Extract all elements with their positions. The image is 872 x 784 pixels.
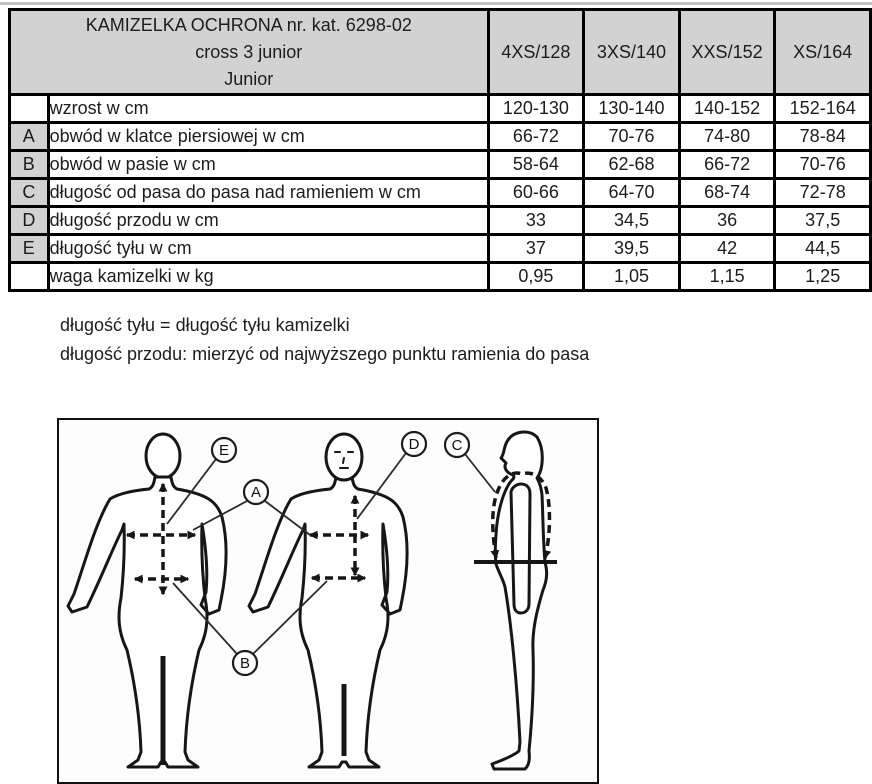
table-title: KAMIZELKA OCHRONA nr. kat. 6298-02 cross… bbox=[8, 8, 490, 96]
table-row: waga kamizelki w kg 0,95 1,05 1,15 1,25 bbox=[8, 261, 872, 292]
size-table: KAMIZELKA OCHRONA nr. kat. 6298-02 cross… bbox=[8, 8, 872, 292]
row-letter: C bbox=[8, 177, 50, 208]
row-label: długość od pasa do pasa nad ramieniem w … bbox=[46, 177, 490, 208]
row-value: 130-140 bbox=[582, 93, 681, 124]
face-features bbox=[334, 451, 354, 469]
size-header-xxs: XXS/152 bbox=[677, 8, 777, 96]
row-value: 68-74 bbox=[677, 177, 777, 208]
table-row: wzrost w cm 120-130 130-140 140-152 152-… bbox=[8, 93, 872, 124]
side-arm bbox=[509, 482, 532, 615]
size-header-3xs: 3XS/140 bbox=[582, 8, 681, 96]
row-letter: D bbox=[8, 205, 50, 236]
row-label: długość tyłu w cm bbox=[46, 233, 490, 264]
row-value: 64-70 bbox=[582, 177, 681, 208]
row-value: 1,25 bbox=[773, 261, 872, 292]
table-row: C długość od pasa do pasa nad ramieniem … bbox=[8, 177, 872, 208]
row-value: 120-130 bbox=[486, 93, 586, 124]
row-value: 152-164 bbox=[773, 93, 872, 124]
row-value: 78-84 bbox=[773, 121, 872, 152]
svg-text:D: D bbox=[409, 436, 420, 453]
row-letter: B bbox=[8, 149, 50, 180]
row-value: 60-66 bbox=[486, 177, 586, 208]
row-value: 1,15 bbox=[677, 261, 777, 292]
row-value: 36 bbox=[677, 205, 777, 236]
row-value: 37,5 bbox=[773, 205, 872, 236]
row-letter bbox=[8, 261, 50, 292]
row-value: 72-78 bbox=[773, 177, 872, 208]
row-value: 62-68 bbox=[582, 149, 681, 180]
row-value: 140-152 bbox=[677, 93, 777, 124]
top-divider-line bbox=[0, 2, 872, 5]
row-letter bbox=[8, 93, 50, 124]
table-row: A obwód w klatce piersiowej w cm 66-72 7… bbox=[8, 121, 872, 152]
size-header-xs: XS/164 bbox=[773, 8, 872, 96]
row-value: 70-76 bbox=[582, 121, 681, 152]
row-value: 1,05 bbox=[582, 261, 681, 292]
row-label: waga kamizelki w kg bbox=[46, 261, 490, 292]
figure-back-view bbox=[66, 432, 228, 769]
svg-text:B: B bbox=[240, 655, 250, 672]
row-value: 39,5 bbox=[582, 233, 681, 264]
table-header-row: KAMIZELKA OCHRONA nr. kat. 6298-02 cross… bbox=[8, 8, 872, 96]
measure-lines-front bbox=[308, 494, 370, 583]
row-value: 34,5 bbox=[582, 205, 681, 236]
note-front-length: długość przodu: mierzyć od najwyższego p… bbox=[60, 344, 590, 364]
table-title-line-1: KAMIZELKA OCHRONA nr. kat. 6298-02 bbox=[85, 14, 412, 35]
leader-lines bbox=[166, 452, 496, 655]
row-value: 44,5 bbox=[773, 233, 872, 264]
label-circle-b: B bbox=[231, 649, 259, 677]
svg-text:C: C bbox=[452, 437, 463, 454]
row-value: 58-64 bbox=[486, 149, 586, 180]
table-row: E długość tyłu w cm 37 39,5 42 44,5 bbox=[8, 233, 872, 264]
measurement-diagram-svg: E A B D C bbox=[66, 430, 557, 771]
note-back-length: długość tyłu = długość tyłu kamizelki bbox=[60, 315, 350, 335]
table-row: B obwód w pasie w cm 58-64 62-68 66-72 7… bbox=[8, 149, 872, 180]
row-label: obwód w klatce piersiowej w cm bbox=[46, 121, 490, 152]
row-value: 66-72 bbox=[677, 149, 777, 180]
row-label: długość przodu w cm bbox=[46, 205, 490, 236]
label-circle-c: C bbox=[443, 431, 471, 459]
row-letter: A bbox=[8, 121, 50, 152]
row-value: 74-80 bbox=[677, 121, 777, 152]
measurement-diagram: E A B D C bbox=[57, 418, 599, 784]
table-title-line-3: Junior bbox=[224, 68, 274, 89]
table-row: D długość przodu w cm 33 34,5 36 37,5 bbox=[8, 205, 872, 236]
measurement-notes: długość tyłu = długość tyłu kamizelki dł… bbox=[60, 311, 589, 369]
row-letter: E bbox=[8, 233, 50, 264]
size-header-4xs: 4XS/128 bbox=[486, 8, 586, 96]
row-value: 0,95 bbox=[486, 261, 586, 292]
row-label: wzrost w cm bbox=[46, 93, 490, 124]
svg-text:E: E bbox=[219, 442, 229, 459]
row-value: 42 bbox=[677, 233, 777, 264]
row-value: 66-72 bbox=[486, 121, 586, 152]
row-value: 37 bbox=[486, 233, 586, 264]
measure-lines-back bbox=[125, 482, 197, 596]
table-title-line-2: cross 3 junior bbox=[195, 41, 303, 62]
row-label: obwód w pasie w cm bbox=[46, 149, 490, 180]
label-circle-e: E bbox=[210, 436, 238, 464]
measure-c-loop bbox=[490, 471, 552, 560]
label-circle-a: A bbox=[242, 478, 270, 506]
row-value: 70-76 bbox=[773, 149, 872, 180]
label-circle-d: D bbox=[400, 430, 428, 458]
svg-text:A: A bbox=[251, 484, 261, 501]
row-value: 33 bbox=[486, 205, 586, 236]
figure-front-view bbox=[247, 432, 409, 769]
figure-side-view bbox=[474, 430, 557, 771]
